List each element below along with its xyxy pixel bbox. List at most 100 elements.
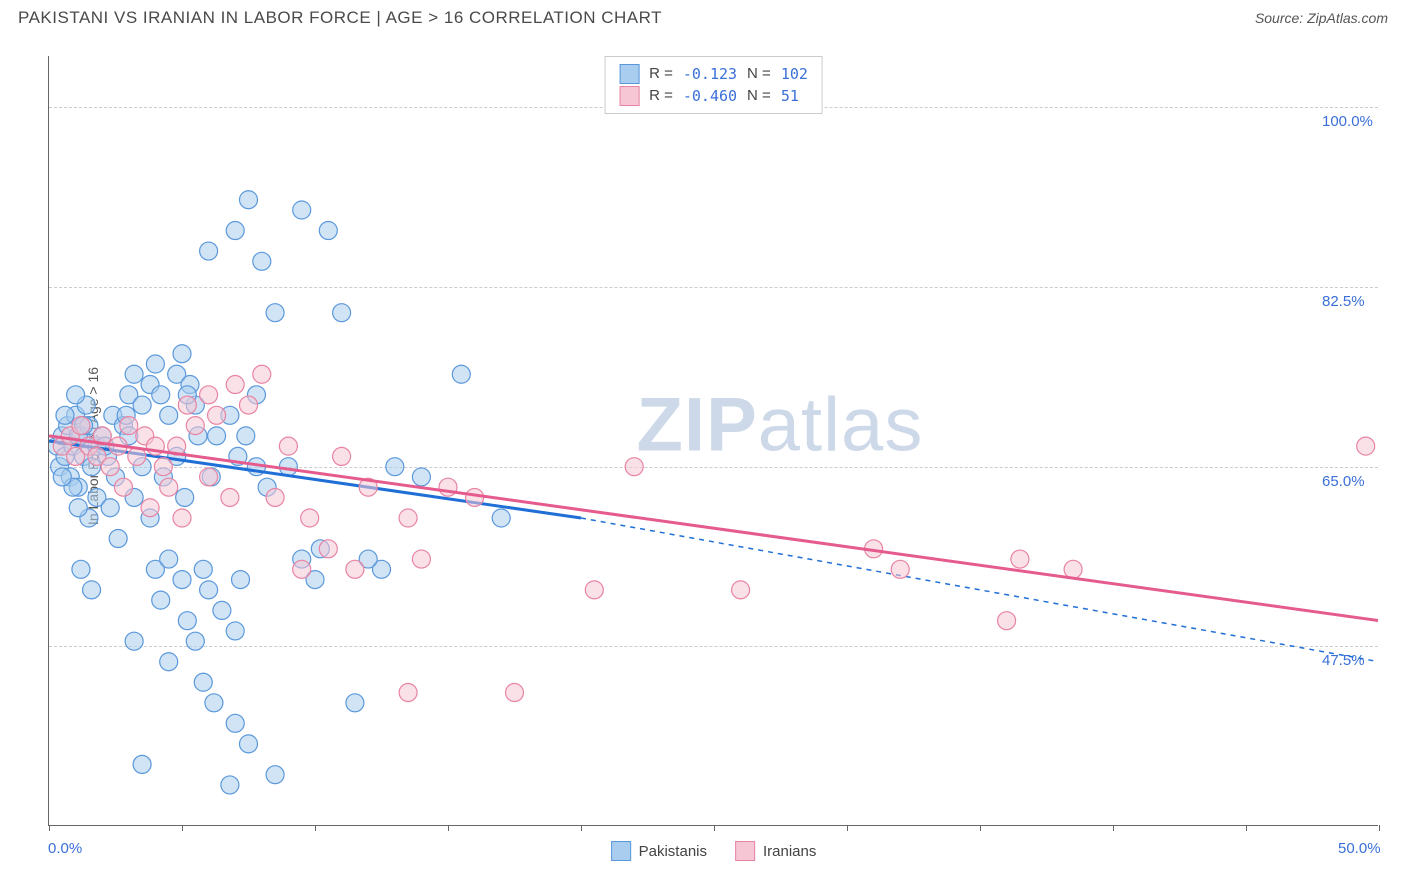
data-point: [221, 488, 239, 506]
legend-row-pakistanis: R = -0.123 N = 102: [619, 63, 808, 85]
data-point: [67, 386, 85, 404]
data-point: [891, 560, 909, 578]
data-point: [154, 458, 172, 476]
data-point: [114, 478, 132, 496]
data-point: [732, 581, 750, 599]
data-point: [72, 560, 90, 578]
data-point: [173, 571, 191, 589]
data-point: [160, 406, 178, 424]
x-tick: [1113, 825, 1114, 831]
data-point: [109, 530, 127, 548]
data-point: [492, 509, 510, 527]
data-point: [266, 304, 284, 322]
x-tick: [182, 825, 183, 831]
data-point: [125, 632, 143, 650]
data-point: [146, 355, 164, 373]
data-point: [205, 694, 223, 712]
data-point: [452, 365, 470, 383]
data-point: [200, 386, 218, 404]
data-point: [101, 499, 119, 517]
data-point: [399, 684, 417, 702]
x-tick: [1246, 825, 1247, 831]
data-point: [226, 714, 244, 732]
data-point: [208, 427, 226, 445]
data-point: [240, 191, 258, 209]
correlation-legend: R = -0.123 N = 102 R = -0.460 N = 51: [604, 56, 823, 114]
x-tick: [980, 825, 981, 831]
data-point: [506, 684, 524, 702]
data-point: [319, 222, 337, 240]
data-point: [240, 396, 258, 414]
x-tick: [847, 825, 848, 831]
data-point: [466, 488, 484, 506]
data-point: [133, 755, 151, 773]
data-point: [319, 540, 337, 558]
data-point: [133, 396, 151, 414]
swatch-iranians: [619, 86, 639, 106]
data-point: [101, 458, 119, 476]
data-point: [176, 488, 194, 506]
data-point: [72, 417, 90, 435]
legend-row-iranians: R = -0.460 N = 51: [619, 85, 808, 107]
data-point: [160, 653, 178, 671]
data-point: [56, 406, 74, 424]
data-point: [301, 509, 319, 527]
data-point: [208, 406, 226, 424]
data-point: [152, 386, 170, 404]
data-point: [178, 612, 196, 630]
data-point: [226, 222, 244, 240]
data-point: [293, 560, 311, 578]
data-point: [160, 550, 178, 568]
data-point: [226, 622, 244, 640]
data-point: [293, 201, 311, 219]
data-point: [200, 581, 218, 599]
data-point: [160, 478, 178, 496]
swatch-pakistanis: [619, 64, 639, 84]
x-tick-label: 50.0%: [1338, 840, 1381, 857]
data-point: [1064, 560, 1082, 578]
legend-item-pakistanis: Pakistanis: [611, 841, 707, 861]
data-point: [194, 673, 212, 691]
data-point: [346, 694, 364, 712]
data-point: [1011, 550, 1029, 568]
data-point: [226, 376, 244, 394]
data-point: [53, 468, 71, 486]
chart-title: PAKISTANI VS IRANIAN IN LABOR FORCE | AG…: [18, 8, 662, 28]
data-point: [240, 735, 258, 753]
data-point: [412, 468, 430, 486]
data-point: [266, 766, 284, 784]
data-point: [120, 417, 138, 435]
data-point: [186, 417, 204, 435]
data-point: [213, 601, 231, 619]
data-point: [625, 458, 643, 476]
data-point: [141, 499, 159, 517]
x-tick: [315, 825, 316, 831]
data-point: [998, 612, 1016, 630]
data-point: [253, 252, 271, 270]
data-point: [83, 581, 101, 599]
data-point: [253, 365, 271, 383]
source-label: Source: ZipAtlas.com: [1255, 10, 1388, 26]
data-point: [412, 550, 430, 568]
data-point: [152, 591, 170, 609]
data-point: [279, 458, 297, 476]
data-point: [200, 242, 218, 260]
data-point: [585, 581, 603, 599]
data-point: [232, 571, 250, 589]
chart-plot-area: ZIPatlas R = -0.123 N = 102 R = -0.460 N…: [48, 56, 1378, 826]
data-point: [178, 396, 196, 414]
data-point: [69, 499, 87, 517]
x-tick: [581, 825, 582, 831]
x-tick: [714, 825, 715, 831]
legend-item-iranians: Iranians: [735, 841, 816, 861]
x-tick: [448, 825, 449, 831]
data-point: [279, 437, 297, 455]
x-tick-label: 0.0%: [48, 840, 82, 857]
data-point: [266, 488, 284, 506]
series-legend: Pakistanis Iranians: [611, 841, 817, 861]
data-point: [173, 509, 191, 527]
data-point: [125, 365, 143, 383]
data-point: [333, 304, 351, 322]
data-point: [186, 632, 204, 650]
swatch-iranians-b: [735, 841, 755, 861]
